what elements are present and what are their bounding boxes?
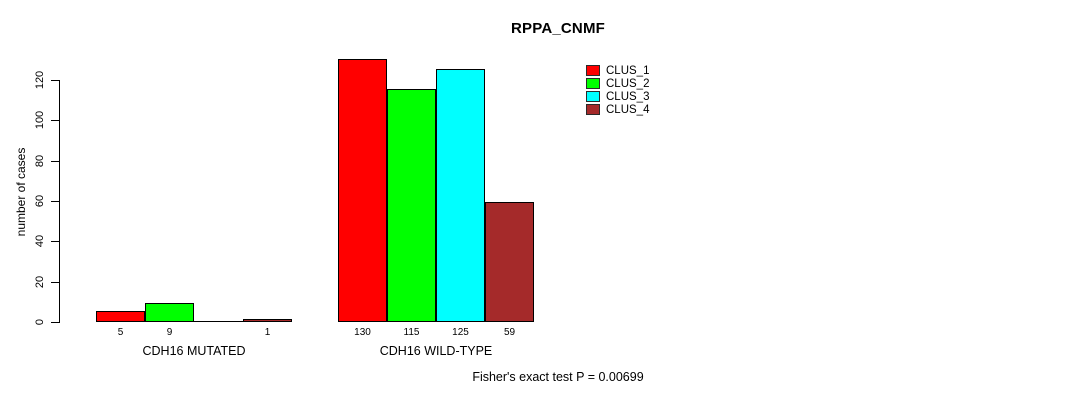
y-axis-label: number of cases bbox=[14, 147, 28, 237]
bar bbox=[338, 59, 387, 322]
legend-swatch bbox=[586, 78, 600, 89]
legend-label: CLUS_3 bbox=[606, 90, 650, 103]
y-tick-label: 100 bbox=[34, 110, 46, 130]
y-tick-label: 0 bbox=[34, 318, 46, 326]
bar bbox=[145, 303, 194, 322]
bar-value-label: 125 bbox=[452, 327, 469, 338]
y-tick-label: 40 bbox=[34, 234, 46, 248]
legend: CLUS_1 CLUS_2 CLUS_3 CLUS_4 bbox=[586, 64, 649, 116]
y-tick bbox=[51, 282, 59, 283]
legend-item: CLUS_3 bbox=[586, 90, 649, 103]
legend-swatch bbox=[586, 65, 600, 76]
bar-value-label: 115 bbox=[403, 327, 420, 338]
bar-value-label: 5 bbox=[117, 327, 124, 338]
bar-value-label: 59 bbox=[503, 327, 516, 338]
y-tick-label: 80 bbox=[34, 154, 46, 168]
chart-title: RPPA_CNMF bbox=[510, 20, 606, 37]
y-tick bbox=[51, 241, 59, 242]
bar-value-label: 9 bbox=[166, 327, 173, 338]
y-tick-label: 60 bbox=[34, 194, 46, 208]
y-axis-line bbox=[59, 80, 60, 323]
bar bbox=[436, 69, 485, 322]
y-tick bbox=[51, 201, 59, 202]
y-tick bbox=[51, 161, 59, 162]
legend-item: CLUS_2 bbox=[586, 77, 649, 90]
bar-value-label: 1 bbox=[264, 327, 271, 338]
x-group-label: CDH16 MUTATED bbox=[142, 344, 246, 358]
legend-item: CLUS_4 bbox=[586, 103, 649, 116]
legend-swatch bbox=[586, 91, 600, 102]
bar bbox=[485, 202, 534, 322]
legend-label: CLUS_1 bbox=[606, 64, 650, 77]
y-tick bbox=[51, 322, 59, 323]
y-tick bbox=[51, 80, 59, 81]
bar-value-label: 130 bbox=[354, 327, 371, 338]
bar bbox=[243, 319, 292, 322]
bar bbox=[96, 311, 145, 322]
legend-label: CLUS_2 bbox=[606, 77, 650, 90]
y-tick-label: 20 bbox=[34, 275, 46, 289]
legend-label: CLUS_4 bbox=[606, 103, 650, 116]
legend-item: CLUS_1 bbox=[586, 64, 649, 77]
y-tick-label: 120 bbox=[34, 70, 46, 90]
y-tick bbox=[51, 120, 59, 121]
legend-swatch bbox=[586, 104, 600, 115]
bar-zero-height bbox=[194, 321, 243, 322]
x-group-label: CDH16 WILD-TYPE bbox=[379, 344, 493, 358]
fisher-test-annotation: Fisher's exact test P = 0.00699 bbox=[472, 370, 644, 384]
bar bbox=[387, 89, 436, 322]
